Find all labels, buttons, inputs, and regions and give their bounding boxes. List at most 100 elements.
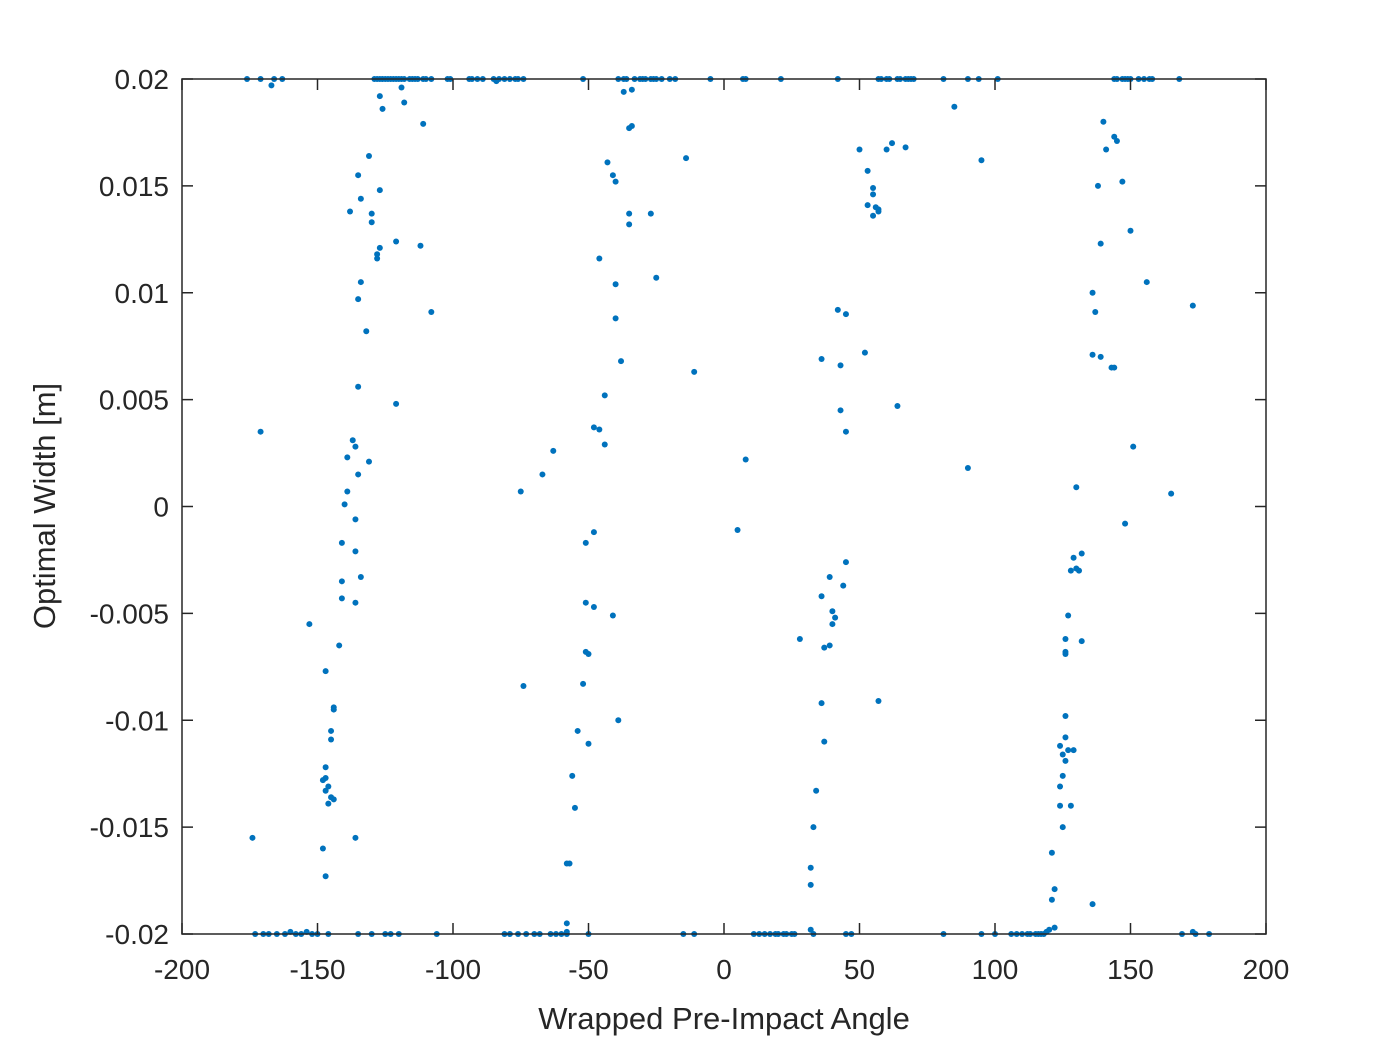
data-point xyxy=(837,407,844,414)
data-point xyxy=(1097,353,1104,360)
data-point xyxy=(1070,747,1077,754)
data-point xyxy=(347,208,354,215)
data-point xyxy=(325,783,332,790)
x-tick-label: -100 xyxy=(425,954,481,985)
data-point xyxy=(734,527,741,534)
data-point xyxy=(870,212,877,219)
data-point xyxy=(322,764,329,771)
data-point xyxy=(612,178,619,185)
y-tick-label: 0.01 xyxy=(115,278,170,309)
data-point xyxy=(338,595,345,602)
data-point xyxy=(1103,146,1110,153)
data-point xyxy=(821,738,828,745)
data-point xyxy=(330,706,337,713)
data-point xyxy=(818,356,825,363)
data-point xyxy=(1089,901,1096,908)
data-point xyxy=(574,727,581,734)
data-point xyxy=(618,358,625,365)
data-point xyxy=(609,612,616,619)
data-point xyxy=(1067,802,1074,809)
data-point xyxy=(1097,240,1104,247)
data-point xyxy=(821,644,828,651)
data-point xyxy=(1051,886,1058,893)
data-point xyxy=(1168,490,1175,497)
data-point xyxy=(1073,484,1080,491)
data-point xyxy=(951,103,958,110)
data-point xyxy=(1089,289,1096,296)
data-point xyxy=(1062,734,1069,741)
y-tick-label: 0.005 xyxy=(99,385,169,416)
data-point xyxy=(818,700,825,707)
x-tick-label: -150 xyxy=(289,954,345,985)
data-point xyxy=(352,599,359,606)
data-point xyxy=(1048,849,1055,856)
data-point xyxy=(683,155,690,162)
data-point xyxy=(1111,133,1118,140)
data-point xyxy=(393,400,400,407)
y-tick-label: 0.015 xyxy=(99,171,169,202)
y-tick-label: -0.005 xyxy=(90,598,169,629)
data-point xyxy=(1078,550,1085,557)
data-point xyxy=(620,88,627,95)
data-point xyxy=(344,454,351,461)
data-point xyxy=(596,255,603,262)
data-point xyxy=(393,238,400,245)
data-point xyxy=(861,349,868,356)
data-point xyxy=(336,642,343,649)
data-point xyxy=(365,152,372,159)
data-point xyxy=(870,185,877,192)
data-point xyxy=(883,146,890,153)
x-tick-label: 100 xyxy=(972,954,1019,985)
y-tick-label: -0.02 xyxy=(105,919,169,950)
data-point xyxy=(368,219,375,226)
data-point xyxy=(1113,137,1120,144)
data-point xyxy=(875,698,882,705)
data-point xyxy=(1059,772,1066,779)
data-point xyxy=(357,279,364,286)
data-point xyxy=(355,296,362,303)
data-point xyxy=(628,123,635,130)
data-point xyxy=(325,800,332,807)
data-point xyxy=(626,221,633,228)
axis-ticks-group: -200 -150 -100 -50 0 50 100 150 200 -0.02 -0.015 -0… xyxy=(90,64,1290,985)
data-point xyxy=(1070,554,1077,561)
data-point xyxy=(647,210,654,217)
data-point xyxy=(1065,747,1072,754)
data-point xyxy=(563,920,570,927)
data-point xyxy=(363,328,370,335)
data-point xyxy=(352,548,359,555)
data-point xyxy=(1111,364,1118,371)
data-point xyxy=(590,603,597,610)
data-point xyxy=(374,255,381,262)
x-tick-label: 200 xyxy=(1243,954,1290,985)
x-tick-label: 50 xyxy=(844,954,875,985)
data-point xyxy=(1089,351,1096,358)
data-point xyxy=(612,281,619,288)
data-point xyxy=(428,308,435,315)
data-point xyxy=(596,426,603,433)
data-point xyxy=(355,172,362,179)
data-point xyxy=(1048,896,1055,903)
data-point xyxy=(653,274,660,281)
data-point xyxy=(590,529,597,536)
data-point xyxy=(742,456,749,463)
data-point xyxy=(864,167,871,174)
data-point xyxy=(517,488,524,495)
data-point xyxy=(1122,520,1129,527)
data-point xyxy=(1143,279,1150,286)
data-point xyxy=(834,306,841,313)
data-point xyxy=(376,93,383,100)
data-point xyxy=(368,210,375,217)
data-point xyxy=(1076,567,1083,574)
data-point xyxy=(322,787,329,794)
data-point xyxy=(1065,612,1072,619)
data-point xyxy=(569,772,576,779)
data-point xyxy=(842,559,849,566)
data-point xyxy=(826,574,833,581)
data-point xyxy=(338,578,345,585)
data-point xyxy=(807,864,814,871)
data-point xyxy=(978,157,985,164)
data-point xyxy=(1094,182,1101,189)
data-point xyxy=(319,777,326,784)
